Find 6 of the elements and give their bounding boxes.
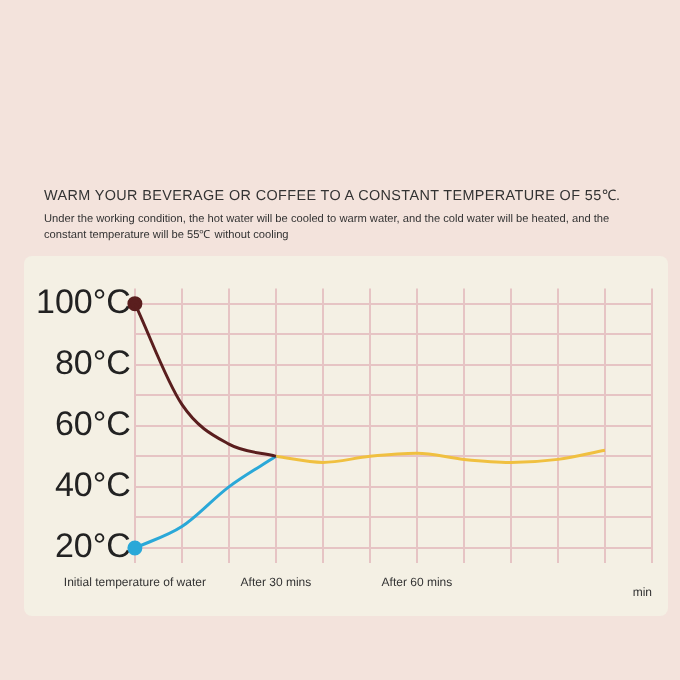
y-tick-label: 80°C <box>54 344 131 383</box>
y-tick-label: 40°C <box>54 466 131 505</box>
y-tick-label: 100°C <box>35 283 131 322</box>
line-series <box>274 448 607 464</box>
y-tick-label: 20°C <box>54 527 131 566</box>
y-tick-label: 60°C <box>54 405 131 444</box>
